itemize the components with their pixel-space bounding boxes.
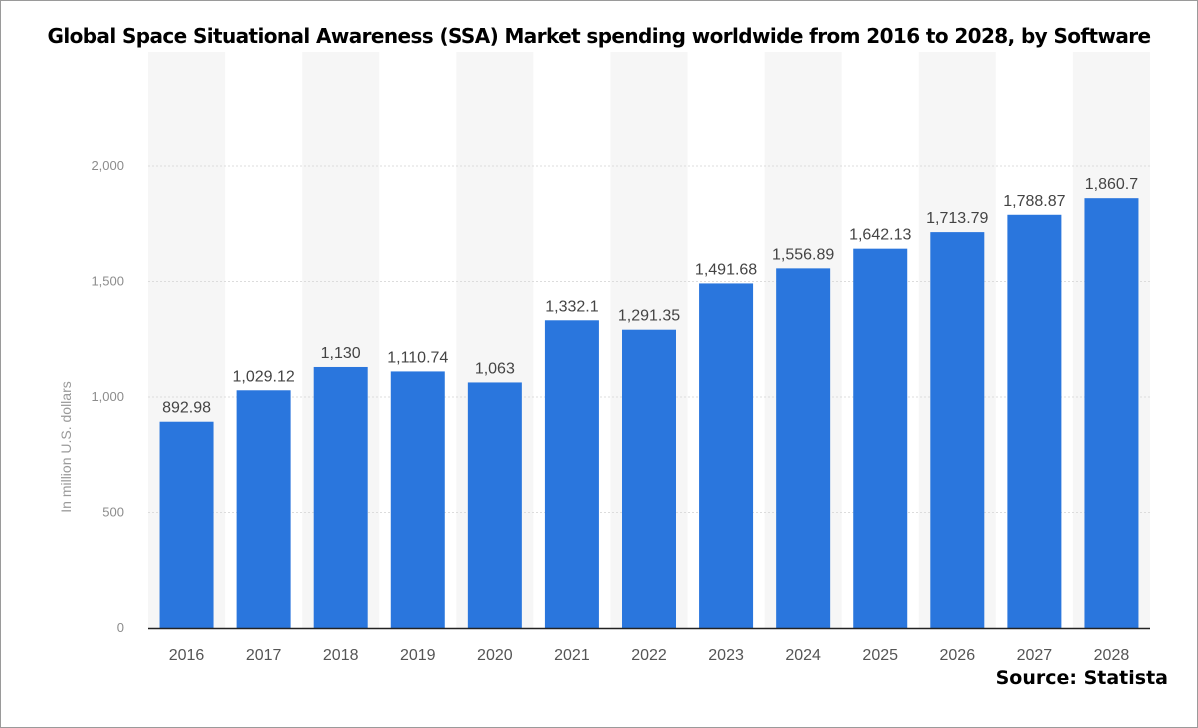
source-note: Source: Statista [995, 667, 1168, 689]
data-label: 1,029.12 [232, 368, 294, 385]
x-tick-label: 2026 [940, 647, 976, 664]
data-label: 892.98 [162, 400, 211, 417]
data-label: 1,063 [475, 360, 515, 377]
y-axis-title: In million U.S. dollars [58, 381, 74, 513]
bar [159, 421, 214, 628]
bar [853, 248, 908, 628]
x-tick-label: 2016 [169, 647, 205, 664]
data-label: 1,860.7 [1085, 176, 1138, 193]
x-tick-label: 2022 [631, 647, 667, 664]
bar [776, 268, 831, 628]
y-tick-label: 0 [117, 620, 124, 635]
data-label: 1,332.1 [545, 298, 598, 315]
data-label: 1,713.79 [926, 210, 988, 227]
bar [930, 232, 985, 629]
y-tick-label: 1,000 [91, 389, 124, 404]
bar [699, 283, 754, 628]
y-tick-label: 1,500 [91, 274, 124, 289]
x-tick-label: 2017 [246, 647, 282, 664]
bar [622, 329, 676, 628]
data-label: 1,788.87 [1003, 193, 1065, 210]
bar [1007, 214, 1062, 628]
x-tick-label: 2019 [400, 647, 436, 664]
y-tick-label: 2,000 [91, 158, 124, 173]
data-label: 1,110.74 [387, 349, 448, 366]
x-tick-label: 2018 [323, 647, 359, 664]
x-tick-label: 2020 [477, 647, 513, 664]
bars [159, 198, 1139, 629]
y-tick-label: 500 [102, 505, 124, 520]
bar [544, 320, 599, 628]
y-axis-ticks: 0 500 1,000 1,500 2,000 [91, 158, 124, 635]
x-tick-label: 2027 [1017, 647, 1053, 664]
bar [313, 366, 368, 628]
bar [467, 382, 522, 628]
chart-title: Global Space Situational Awareness (SSA)… [47, 24, 1152, 48]
bar [236, 390, 291, 628]
bar [390, 371, 445, 628]
x-axis-ticks: 2016 2017 2018 2019 2020 2021 2022 2023 2024 2025… [169, 647, 1130, 664]
data-label: 1,291.35 [618, 308, 680, 325]
data-labels: 892.98 1,029.12 1,130 1,110.74 1,063 1,332.1 1… [162, 176, 1138, 417]
x-tick-label: 2025 [862, 647, 898, 664]
x-tick-label: 2028 [1094, 647, 1130, 664]
x-tick-label: 2021 [554, 647, 590, 664]
data-label: 1,642.13 [849, 227, 911, 244]
x-tick-label: 2023 [708, 647, 744, 664]
data-label: 1,130 [321, 345, 361, 362]
bar [1084, 198, 1139, 629]
data-label: 1,491.68 [695, 261, 757, 278]
data-label: 1,556.89 [772, 246, 834, 263]
x-tick-label: 2024 [785, 647, 821, 664]
